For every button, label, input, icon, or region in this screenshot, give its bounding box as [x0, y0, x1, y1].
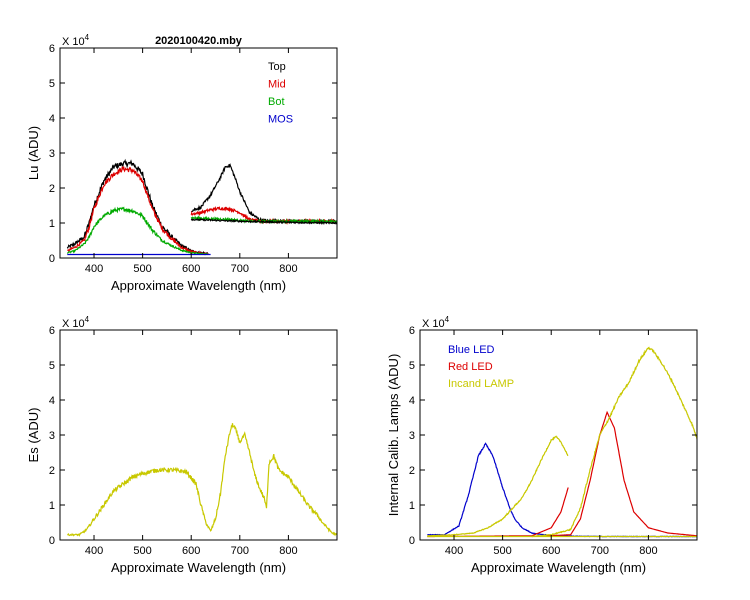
series-line-top	[190, 218, 337, 226]
x-tick-label: 500	[493, 545, 511, 557]
y-tick-label: 6	[49, 43, 55, 55]
y-tick-label: 4	[49, 395, 55, 407]
x-tick-label: 800	[639, 545, 657, 557]
y-axis-label: Lu (ADU)	[26, 126, 41, 180]
y-axis-label: Internal Calib. Lamps (ADU)	[386, 354, 401, 517]
series-line-es	[67, 423, 337, 537]
y-tick-label: 1	[49, 500, 55, 512]
series-line-red-led	[427, 487, 569, 538]
series-line-top	[190, 163, 337, 225]
x-tick-label: 600	[182, 263, 200, 275]
x-axis-label: Approximate Wavelength (nm)	[111, 278, 286, 293]
chart-panel-2: 400 500 600 700 800 0 1 2 3 4 5 6 X 104 Approximate W…	[26, 315, 338, 575]
x-tick-label: 600	[542, 545, 560, 557]
y-exponent-label: X 104	[62, 33, 90, 48]
y-exponent-label: X 104	[422, 315, 450, 330]
y-tick-label: 2	[49, 183, 55, 195]
y-tick-label: 5	[49, 360, 55, 372]
series-line-incand-lamp	[427, 435, 569, 537]
legend-entry-top: Top	[268, 61, 286, 73]
y-tick-label: 3	[49, 430, 55, 442]
y-tick-label: 0	[409, 535, 415, 547]
y-tick-label: 2	[409, 465, 415, 477]
legend-entry-mos: MOS	[268, 114, 293, 126]
y-exponent-power: 4	[85, 33, 90, 42]
chart-panel-1: 400 500 600 700 800 0 1 2 3 4 5 6 X 104 2020100420.mb…	[26, 33, 338, 293]
legend-entry-incand-lamp: Incand LAMP	[448, 378, 514, 390]
x-tick-label: 700	[231, 545, 249, 557]
legend-entry-blue-led: Blue LED	[448, 344, 495, 356]
y-tick-label: 6	[49, 325, 55, 337]
y-tick-label: 0	[49, 253, 55, 265]
x-tick-label: 800	[279, 545, 297, 557]
legend-entry-red-led: Red LED	[448, 361, 493, 373]
y-tick-label: 1	[409, 500, 415, 512]
series-line-top	[66, 158, 209, 256]
y-axis-label: Es (ADU)	[26, 408, 41, 463]
x-tick-label: 800	[279, 263, 297, 275]
y-tick-label: 6	[409, 325, 415, 337]
series-line-mid	[67, 166, 209, 256]
x-tick-label: 700	[231, 263, 249, 275]
x-tick-label: 400	[85, 545, 103, 557]
y-tick-label: 4	[409, 395, 415, 407]
x-tick-label: 400	[445, 545, 463, 557]
chart-panel-3: 400 500 600 700 800 0 1 2 3 4 5 6 X 104 Approximate W…	[386, 315, 698, 575]
series-line-blue-led	[427, 442, 697, 538]
y-tick-label: 1	[49, 218, 55, 230]
y-tick-label: 0	[49, 535, 55, 547]
y-tick-label: 2	[49, 465, 55, 477]
x-tick-label: 700	[591, 545, 609, 557]
x-tick-label: 600	[182, 545, 200, 557]
y-exponent-label: X 104	[62, 315, 90, 330]
y-tick-label: 5	[409, 360, 415, 372]
y-tick-label: 4	[49, 113, 55, 125]
y-exponent-power: 4	[445, 315, 450, 324]
x-tick-label: 500	[133, 545, 151, 557]
x-axis-label: Approximate Wavelength (nm)	[471, 560, 646, 575]
x-tick-label: 500	[133, 263, 151, 275]
series-line-bot	[66, 206, 209, 256]
y-tick-label: 3	[409, 430, 415, 442]
plot-frame	[59, 47, 338, 259]
y-tick-label: 5	[49, 78, 55, 90]
series-line-red-led	[531, 410, 697, 538]
chart-title: 2020100420.mby	[155, 35, 243, 47]
x-tick-label: 400	[85, 263, 103, 275]
x-axis-label: Approximate Wavelength (nm)	[111, 560, 286, 575]
y-tick-label: 3	[49, 148, 55, 160]
y-exponent-power: 4	[85, 315, 90, 324]
legend-entry-mid: Mid	[268, 79, 286, 91]
legend-entry-bot: Bot	[268, 96, 285, 108]
series-line-incand-lamp	[531, 346, 697, 538]
